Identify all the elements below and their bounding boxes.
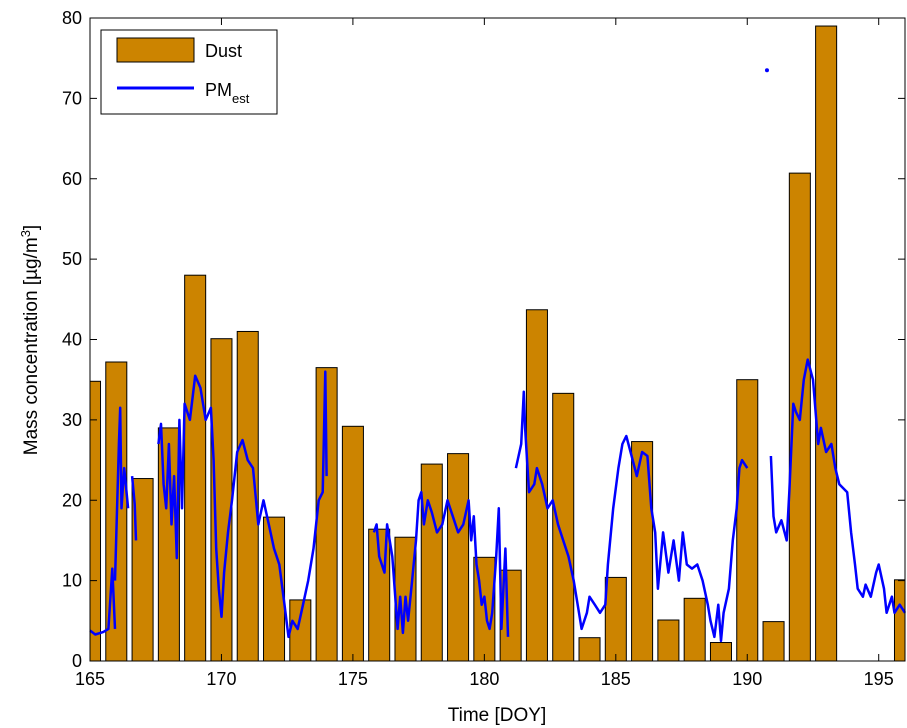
x-tick-label: 170 (206, 669, 236, 689)
x-tick-label: 165 (75, 669, 105, 689)
dust-bar (762, 621, 785, 662)
dust-bar (736, 379, 759, 662)
dust-bar (420, 463, 443, 662)
y-tick-label: 10 (62, 571, 82, 591)
legend-dust-label: Dust (205, 41, 242, 61)
dust-bar (893, 579, 906, 662)
pm-est-line (89, 567, 117, 636)
dust-bar (657, 619, 680, 662)
dust-bar (289, 599, 312, 662)
dust-bar (184, 274, 207, 662)
legend: Dust PMest (100, 29, 278, 115)
dust-bar (709, 642, 732, 662)
dust-bar (604, 576, 627, 662)
pm-est-line (769, 358, 907, 615)
pm-est-line (372, 490, 510, 637)
dust-bar (578, 637, 601, 662)
legend-pm-label: PMest (205, 80, 250, 106)
x-axis-label: Time [DOY] (448, 705, 547, 726)
y-axis-label-sup: 3 (18, 230, 33, 237)
x-tick-label: 185 (601, 669, 631, 689)
y-tick-label: 50 (62, 249, 82, 269)
y-tick-label: 40 (62, 330, 82, 350)
y-axis: 0 10 20 30 40 50 60 70 80 (62, 8, 905, 671)
x-tick-label: 190 (732, 669, 762, 689)
x-axis: 165 170 175 180 185 190 195 (75, 18, 894, 689)
pm-est-line (157, 370, 328, 639)
x-tick-label: 195 (864, 669, 894, 689)
y-tick-label: 70 (62, 88, 82, 108)
dust-bar (89, 380, 102, 662)
dust-bar (447, 453, 470, 662)
y-tick-label: 20 (62, 490, 82, 510)
pm-est-line (514, 390, 749, 643)
legend-pm-subscript: est (232, 91, 250, 106)
pm-est-point (764, 68, 769, 73)
pm-est-line (130, 475, 138, 541)
dust-bar (683, 597, 706, 662)
y-tick-label: 0 (72, 651, 82, 671)
y-axis-label: Mass concentration [µg/m3] (18, 225, 43, 455)
legend-dust-swatch (116, 37, 195, 63)
y-tick-label: 60 (62, 169, 82, 189)
dust-bar (341, 425, 364, 662)
y-tick-label: 80 (62, 8, 82, 28)
dust-bar (815, 25, 838, 662)
line-layer (89, 68, 907, 643)
dust-bar (552, 392, 575, 662)
y-tick-label: 30 (62, 410, 82, 430)
pm-est-line (113, 406, 130, 581)
x-tick-label: 180 (469, 669, 499, 689)
x-tick-label: 175 (338, 669, 368, 689)
